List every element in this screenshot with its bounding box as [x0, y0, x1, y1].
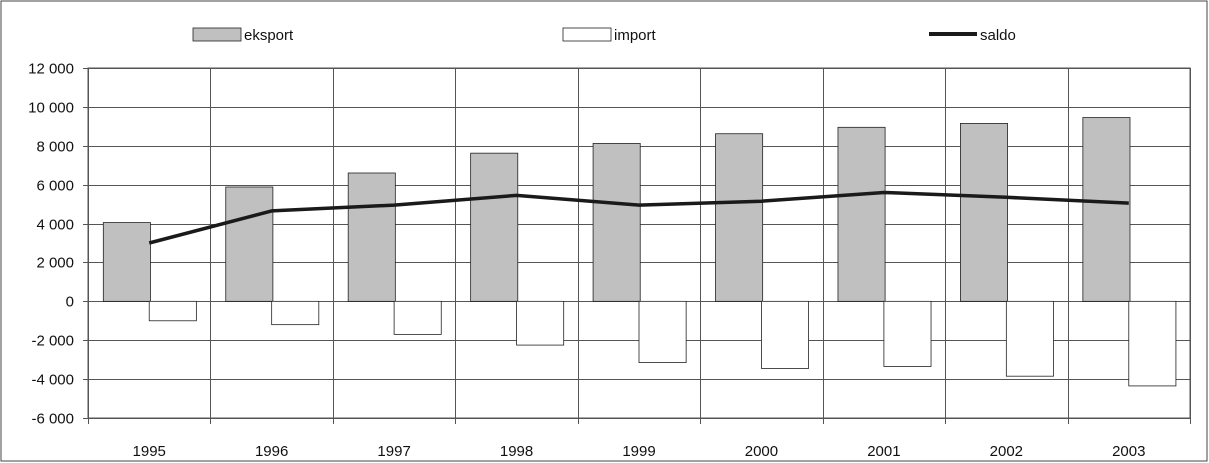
- y-tick-label: 4 000: [36, 217, 74, 234]
- x-tick-label: 1996: [255, 443, 288, 460]
- bar-eksport: [225, 186, 274, 302]
- legend-swatch-import: [562, 27, 612, 42]
- bar-eksport: [592, 143, 641, 302]
- x-tick-label: 1997: [377, 443, 410, 460]
- x-tick-label: 2000: [745, 443, 778, 460]
- legend-label-saldo: saldo: [980, 27, 1016, 44]
- bar-import: [1005, 300, 1054, 377]
- bar-eksport: [960, 123, 1008, 302]
- y-tick-label: -6 000: [31, 411, 74, 428]
- y-tick-label: -4 000: [31, 372, 74, 389]
- bar-eksport: [470, 152, 519, 302]
- bar-eksport: [837, 126, 886, 302]
- saldo-line: [148, 190, 1129, 245]
- legend-label-import: import: [614, 27, 657, 44]
- y-tick-label: 10 000: [28, 100, 74, 117]
- y-tick-label: -2 000: [31, 333, 74, 350]
- axes: 12 000 10 000 8 000 6 000 4 000 2 000 0 -2 000 -…: [28, 61, 1145, 461]
- bar-import: [271, 300, 320, 326]
- bars: [102, 117, 1177, 387]
- bar-import: [761, 300, 809, 369]
- x-tick-label: 1998: [500, 443, 533, 460]
- bar-import: [148, 300, 197, 322]
- bar-import: [393, 300, 442, 335]
- legend-swatch-eksport: [192, 27, 242, 42]
- legend-item-eksport: eksport: [192, 27, 294, 44]
- bar-import: [516, 300, 565, 346]
- bar-eksport: [715, 133, 764, 302]
- legend-label-eksport: eksport: [244, 27, 294, 44]
- x-tick-label: 2003: [1112, 443, 1145, 460]
- bar-eksport: [1082, 117, 1131, 302]
- bar-import: [638, 300, 687, 363]
- y-tick-label: 12 000: [28, 61, 74, 78]
- legend: eksport import saldo: [192, 27, 1016, 44]
- x-tick-label: 2001: [867, 443, 900, 460]
- x-tick-label: 1995: [133, 443, 166, 460]
- legend-item-saldo: saldo: [929, 27, 1016, 44]
- bar-import: [883, 300, 932, 367]
- y-tick-label: 8 000: [36, 139, 74, 156]
- saldo-line-layer: [148, 190, 1129, 245]
- y-tick-label: 6 000: [36, 178, 74, 195]
- bar-import: [1128, 300, 1177, 387]
- y-tick-label: 0: [66, 294, 74, 311]
- bar-eksport: [102, 222, 151, 302]
- x-tick-label: 2002: [990, 443, 1023, 460]
- bar-eksport: [347, 172, 396, 302]
- x-tick-label: 1999: [622, 443, 655, 460]
- y-tick-label: 2 000: [36, 255, 74, 272]
- legend-item-import: import: [562, 27, 657, 44]
